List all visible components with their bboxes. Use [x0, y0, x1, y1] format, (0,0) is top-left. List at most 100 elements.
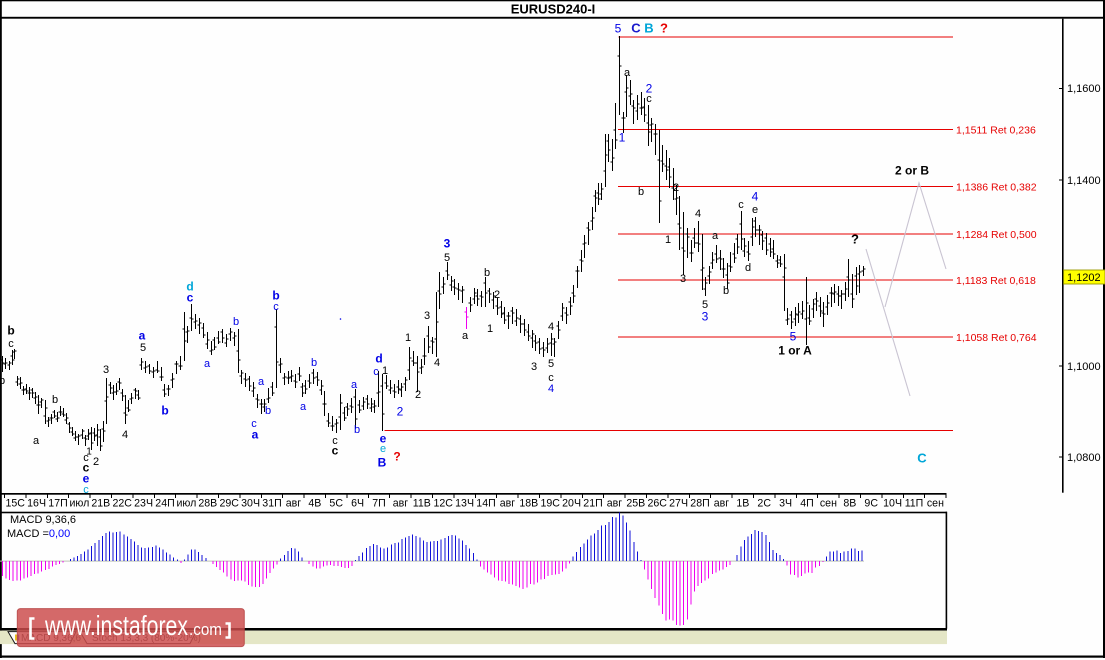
- svg-text:1,1058 Ret 0,764: 1,1058 Ret 0,764: [956, 332, 1037, 344]
- svg-text:27Ч: 27Ч: [669, 498, 688, 510]
- svg-text:1: 1: [487, 323, 493, 335]
- svg-text:7П: 7П: [372, 498, 386, 510]
- svg-text:a: a: [258, 376, 265, 388]
- svg-text:c: c: [83, 460, 90, 474]
- svg-text:a: a: [300, 401, 307, 413]
- svg-text:C: C: [631, 21, 641, 36]
- svg-text:1,1511 Ret 0,236: 1,1511 Ret 0,236: [956, 124, 1036, 136]
- svg-text:29С: 29С: [219, 498, 239, 510]
- svg-text:1,1386 Ret 0,382: 1,1386 Ret 0,382: [956, 181, 1037, 193]
- svg-text:3: 3: [531, 361, 537, 373]
- svg-text:2: 2: [646, 81, 653, 95]
- svg-text:c: c: [273, 301, 279, 313]
- svg-text:c: c: [83, 484, 89, 496]
- svg-text:23Ч: 23Ч: [134, 498, 153, 510]
- svg-text:c: c: [83, 452, 89, 464]
- svg-text:c: c: [251, 418, 257, 430]
- svg-text:?: ?: [851, 232, 859, 247]
- svg-text:3: 3: [680, 273, 686, 285]
- svg-text:авг: авг: [714, 498, 730, 510]
- svg-text:d: d: [186, 279, 193, 293]
- svg-text:авг: авг: [500, 498, 516, 510]
- svg-text:b: b: [0, 375, 5, 387]
- svg-text:b: b: [233, 316, 239, 328]
- svg-text:5: 5: [790, 329, 797, 343]
- svg-text:8В: 8В: [843, 498, 856, 510]
- svg-text:1,1284 Ret 0,500: 1,1284 Ret 0,500: [956, 229, 1037, 241]
- svg-text:21П: 21П: [583, 498, 602, 510]
- svg-text:a: a: [712, 230, 719, 242]
- svg-text:a: a: [33, 435, 40, 447]
- svg-text:18В: 18В: [519, 498, 538, 510]
- svg-text:4: 4: [434, 357, 440, 369]
- svg-text:5: 5: [615, 21, 622, 35]
- svg-text:3Ч: 3Ч: [779, 498, 792, 510]
- svg-text:11П: 11П: [905, 498, 924, 510]
- svg-text:a: a: [139, 328, 146, 342]
- svg-text:17П: 17П: [48, 498, 67, 510]
- svg-text:a: a: [204, 358, 211, 370]
- svg-text:b: b: [7, 323, 14, 337]
- svg-text:1,1000: 1,1000: [1067, 361, 1101, 373]
- svg-text:авг: авг: [393, 498, 409, 510]
- svg-text:3: 3: [424, 310, 430, 322]
- svg-text:B: B: [378, 455, 387, 469]
- svg-text:9С: 9С: [864, 498, 878, 510]
- svg-text:1,1202: 1,1202: [1067, 272, 1101, 284]
- svg-text:сен: сен: [820, 498, 837, 510]
- svg-text:26С: 26С: [647, 498, 667, 510]
- svg-text:b: b: [161, 403, 168, 417]
- svg-text:b: b: [638, 186, 644, 198]
- svg-text:13Ч: 13Ч: [455, 498, 474, 510]
- svg-text:2С: 2С: [757, 498, 771, 510]
- svg-text:авг: авг: [607, 498, 623, 510]
- svg-text:6Ч: 6Ч: [351, 498, 364, 510]
- svg-text:5: 5: [702, 299, 708, 311]
- svg-text:2: 2: [673, 182, 679, 194]
- svg-text:1,0800: 1,0800: [1067, 452, 1101, 464]
- svg-text:b: b: [265, 405, 271, 417]
- svg-text:июл: июл: [69, 498, 89, 510]
- svg-text:1В: 1В: [736, 498, 749, 510]
- svg-text:24П: 24П: [155, 498, 174, 510]
- svg-text:3: 3: [103, 364, 109, 376]
- svg-text:1,1183 Ret 0,618: 1,1183 Ret 0,618: [956, 275, 1036, 287]
- svg-text:1: 1: [665, 234, 671, 246]
- svg-text:11В: 11В: [413, 498, 431, 510]
- svg-text:2: 2: [93, 456, 99, 468]
- svg-text:4П: 4П: [800, 498, 814, 510]
- svg-text:4: 4: [752, 189, 759, 203]
- svg-text:a: a: [351, 379, 358, 391]
- svg-text:3: 3: [444, 236, 451, 250]
- svg-text:2: 2: [494, 289, 500, 301]
- svg-text:14П: 14П: [476, 498, 495, 510]
- svg-text:21В: 21В: [91, 498, 110, 510]
- svg-text:MACD 9,36,6: MACD 9,36,6: [10, 514, 76, 526]
- svg-text:5: 5: [140, 342, 146, 354]
- svg-text:www.instaforex: www.instaforex: [44, 610, 188, 641]
- svg-text:c: c: [332, 443, 339, 457]
- svg-text:2 or B: 2 or B: [895, 163, 929, 177]
- svg-text:b: b: [52, 394, 58, 406]
- svg-text:c: c: [373, 366, 379, 378]
- svg-text:c: c: [738, 199, 744, 211]
- svg-text:1: 1: [405, 332, 411, 344]
- svg-text:EURUSD240-I: EURUSD240-I: [511, 2, 596, 17]
- svg-text:d: d: [745, 262, 751, 274]
- svg-text:3: 3: [702, 309, 709, 323]
- svg-text:12С: 12С: [433, 498, 453, 510]
- svg-text:d: d: [375, 351, 382, 365]
- svg-text:10Ч: 10Ч: [883, 498, 902, 510]
- svg-text:?: ?: [660, 21, 668, 36]
- svg-text:28П: 28П: [690, 498, 709, 510]
- svg-text:16Ч: 16Ч: [27, 498, 46, 510]
- svg-text:25В: 25В: [626, 498, 645, 510]
- svg-text:e: e: [380, 431, 387, 445]
- svg-text:e: e: [380, 443, 386, 455]
- svg-text:5С: 5С: [329, 498, 343, 510]
- svg-text:4: 4: [548, 383, 554, 395]
- svg-text:c: c: [646, 93, 652, 105]
- svg-text:c: c: [187, 290, 194, 304]
- svg-text:b: b: [272, 288, 279, 302]
- svg-text:b: b: [354, 424, 360, 436]
